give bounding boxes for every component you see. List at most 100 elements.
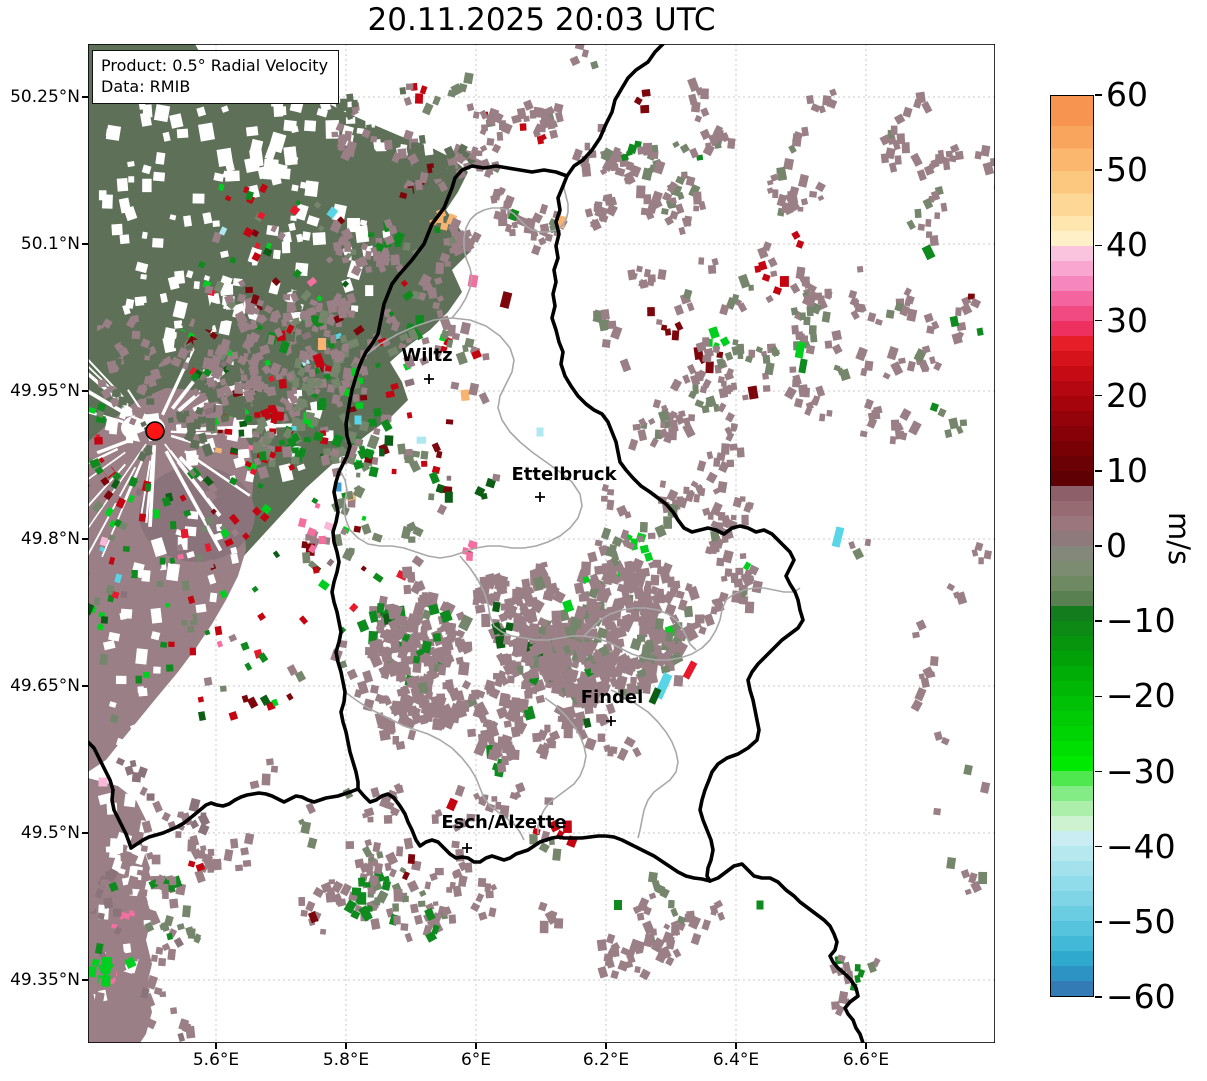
radar-cell — [135, 354, 145, 366]
radar-cell — [603, 193, 614, 206]
radar-cell — [384, 139, 393, 151]
radar-cell — [654, 617, 664, 630]
radar-cell — [644, 580, 653, 588]
radar-cell — [188, 469, 197, 478]
field-hole — [97, 792, 113, 806]
radar-cell — [955, 425, 964, 435]
radar-cell — [614, 166, 626, 177]
radar-cell — [103, 466, 115, 478]
radar-cell — [283, 294, 291, 301]
radar-cell — [353, 324, 365, 336]
radar-cell — [915, 91, 926, 104]
radar-cell — [201, 443, 214, 457]
radar-cell — [200, 525, 208, 533]
radar-cell — [940, 736, 950, 746]
radar-cell — [88, 827, 96, 840]
radar-cell — [440, 345, 448, 353]
radar-cell — [467, 728, 477, 738]
radar-cell — [908, 420, 922, 436]
radar-cell — [95, 415, 106, 424]
radar-cell — [358, 877, 366, 887]
radar-cell — [436, 503, 448, 516]
special-cell — [101, 975, 111, 987]
radar-cell — [737, 352, 744, 360]
radar-cell — [636, 534, 645, 543]
radar-cell — [229, 476, 238, 486]
radar-cell — [503, 200, 510, 210]
radar-cell — [346, 490, 354, 500]
radar-cell — [245, 333, 257, 345]
radar-cell — [810, 103, 821, 113]
radar-cell — [151, 854, 161, 865]
radar-cell — [439, 609, 453, 624]
radar-cell — [113, 518, 122, 528]
radar-cell — [387, 346, 400, 357]
radar-cell — [137, 766, 148, 779]
radar-cell — [295, 199, 302, 206]
radar-cell — [325, 313, 338, 327]
radar-cell — [444, 650, 452, 658]
radar-cell — [140, 896, 149, 905]
radar-cells-layer — [88, 44, 995, 1043]
radar-cell — [732, 496, 743, 508]
radar-cell — [821, 311, 831, 323]
radar-cell — [308, 544, 317, 554]
radar-cell — [220, 384, 234, 398]
radar-cell — [713, 457, 721, 467]
field-hole — [172, 300, 188, 320]
y-tick-label: 49.95°N — [10, 381, 80, 401]
radar-cell — [198, 390, 207, 398]
radar-cell — [871, 409, 881, 420]
radar-cell — [111, 923, 118, 929]
radar-cell — [173, 338, 182, 349]
radar-cell — [688, 390, 697, 400]
radar-cell — [454, 153, 466, 165]
radar-cell — [331, 131, 339, 138]
radar-cell — [373, 862, 383, 875]
radar-cell — [575, 630, 586, 640]
radar-cell — [127, 875, 139, 889]
colorbar-tick-mark — [1095, 996, 1102, 998]
radar-cell — [478, 391, 490, 405]
radar-cell — [638, 279, 649, 289]
radar-cell — [257, 465, 270, 480]
radar-cell — [457, 143, 468, 156]
radar-cell — [650, 190, 663, 206]
radar-cell — [529, 833, 538, 845]
radar-cell — [968, 872, 978, 884]
radar-cell — [230, 528, 240, 537]
radar-cell — [224, 294, 235, 304]
radar-cell — [466, 813, 476, 822]
special-cell — [648, 687, 662, 705]
radar-cell — [590, 219, 599, 229]
radar-cell — [354, 437, 362, 446]
radar-cell — [176, 923, 185, 931]
radar-cell — [344, 252, 352, 260]
radar-cell — [339, 883, 352, 897]
y-tick-label: 49.35°N — [10, 970, 80, 990]
radar-cell — [906, 360, 916, 372]
radar-cell — [474, 604, 486, 614]
radar-cell — [167, 417, 174, 424]
radar-cell — [246, 379, 253, 386]
radar-cell — [640, 104, 650, 114]
radar-cell — [730, 382, 738, 391]
radar-cell — [271, 698, 279, 707]
special-cell — [354, 415, 362, 425]
radar-cell — [761, 273, 771, 282]
radar-cell — [401, 871, 410, 881]
radar-cell — [292, 268, 303, 279]
field-hole — [116, 177, 129, 192]
radar-cell — [634, 140, 642, 148]
radar-cell — [146, 979, 156, 988]
radar-cell — [170, 520, 177, 530]
field-hole — [296, 463, 306, 472]
radar-cell — [195, 553, 204, 562]
radar-cell — [139, 1013, 149, 1023]
radar-cell — [429, 655, 439, 665]
radar-cell — [590, 628, 598, 639]
radar-cell — [140, 346, 151, 357]
radar-cell — [191, 387, 201, 397]
field-hole — [362, 102, 376, 119]
radar-cell — [367, 816, 374, 823]
